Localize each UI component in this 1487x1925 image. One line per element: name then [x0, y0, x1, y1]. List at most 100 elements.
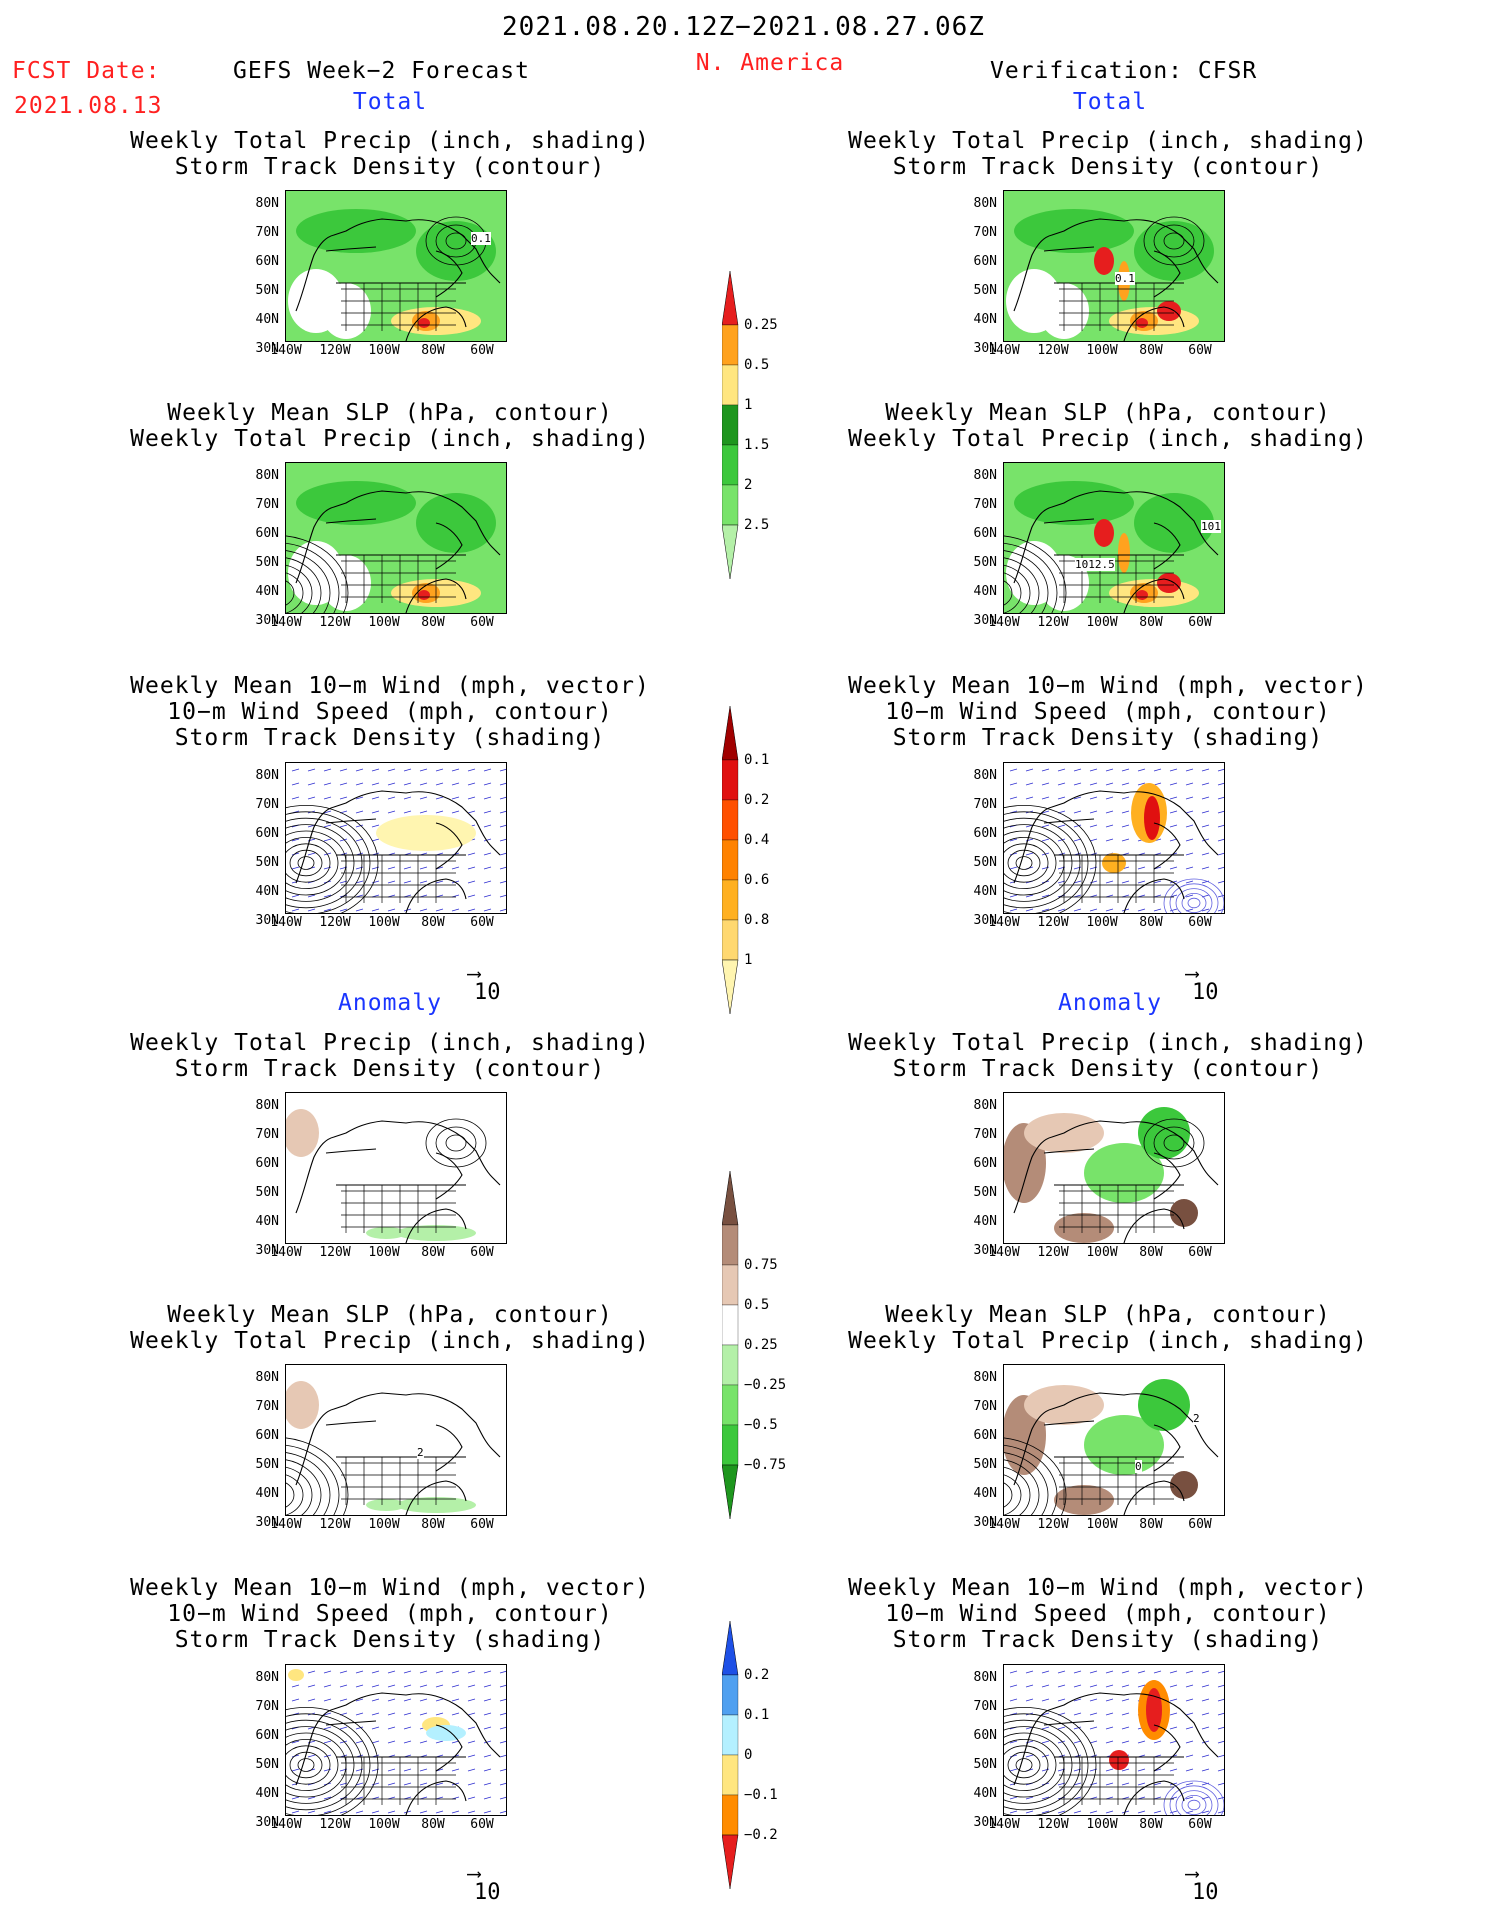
track-shading [1004, 1665, 1224, 1815]
lon-tick-label: 80W [1139, 1517, 1163, 1532]
lat-tick-label: 40N [255, 1786, 279, 1801]
lon-tick-label: 60W [470, 615, 494, 630]
lat-tick-label: 50N [255, 555, 279, 570]
map-panel [285, 762, 507, 914]
lat-tick-label: 70N [255, 1699, 279, 1714]
dry-anomaly [1054, 1485, 1114, 1515]
colorbar-segment [722, 959, 739, 1015]
colorbar-segment [722, 839, 739, 881]
state-borders [1054, 1184, 1184, 1233]
lat-tick-label: 40N [255, 1486, 279, 1501]
colorbar-segment [722, 324, 739, 366]
colorbar-label: −0.2 [744, 1827, 778, 1843]
lon-tick-label: 120W [319, 343, 351, 358]
lat-tick-label: 30N [973, 613, 997, 628]
colorbar-label: 1 [744, 397, 753, 413]
lat-tick-label: 40N [973, 884, 997, 899]
state-borders [1054, 854, 1184, 903]
track-anomaly [1109, 1750, 1129, 1770]
contour-label: 1012.5 [1075, 558, 1115, 571]
colorbar-track-total [722, 705, 739, 1015]
lon-tick-label: 100W [368, 915, 400, 930]
dry-anomaly [1054, 1213, 1114, 1243]
state-borders [336, 1184, 466, 1233]
lon-tick-label: 120W [1037, 343, 1069, 358]
colorbar-segment [722, 1794, 739, 1836]
lat-tick-label: 30N [973, 1815, 997, 1830]
colorbar-segment [722, 705, 739, 761]
contour-lines [425, 1118, 487, 1168]
lon-tick-label: 80W [421, 915, 445, 930]
lat-tick-label: 70N [973, 1699, 997, 1714]
state-borders [336, 854, 466, 903]
lat-tick-label: 30N [255, 341, 279, 356]
coastline [295, 1120, 501, 1243]
lon-tick-label: 100W [1086, 343, 1118, 358]
coastline [1013, 218, 1219, 341]
map-panel [1003, 1092, 1225, 1244]
colorbar-label: 0.1 [744, 752, 770, 768]
contour-label: 2 [1193, 1412, 1200, 1425]
lat-tick-label: 50N [973, 1757, 997, 1772]
colorbar-label: 0.25 [744, 1337, 778, 1353]
precip-area [418, 590, 430, 600]
lat-tick-label: 80N [973, 1098, 997, 1113]
lat-tick-label: 40N [255, 584, 279, 599]
coastline [1013, 790, 1219, 913]
map-panel [1003, 462, 1225, 614]
colorbar-segment [722, 1424, 739, 1466]
coastline [1013, 490, 1219, 613]
coastline [1013, 1692, 1219, 1815]
lat-tick-label: 30N [255, 913, 279, 928]
precip-area [1134, 221, 1214, 281]
colorbar-segment [722, 444, 739, 486]
panel-title: Weekly Mean 10−m Wind (mph, vector) 10−m … [130, 1575, 650, 1653]
contour-lines [1163, 878, 1224, 913]
lon-tick-label: 80W [1139, 1245, 1163, 1260]
panel-title: Weekly Total Precip (inch, shading) Storm… [130, 1030, 650, 1082]
lon-tick-label: 140W [988, 1245, 1020, 1260]
colorbar-segment [722, 1620, 739, 1676]
lat-tick-label: 80N [255, 1670, 279, 1685]
lat-tick-label: 40N [255, 1214, 279, 1229]
contour-label: 0.1 [1115, 272, 1135, 285]
colorbar-segment [722, 1464, 739, 1520]
colorbar-label: 1.5 [744, 437, 770, 453]
track-anomaly [1146, 1688, 1162, 1732]
lat-tick-label: 60N [973, 254, 997, 269]
lat-tick-label: 70N [973, 1127, 997, 1142]
lon-tick-label: 100W [1086, 1517, 1118, 1532]
precip-area [1134, 493, 1214, 553]
colorbar-label: 2.5 [744, 517, 770, 533]
colorbar-segment [722, 919, 739, 961]
colorbar-precip-anom [722, 1170, 739, 1520]
colorbar-label: 0 [744, 1747, 753, 1763]
contour-lines [1004, 1707, 1097, 1815]
lon-tick-label: 100W [368, 1245, 400, 1260]
anomaly-shading [286, 1093, 506, 1243]
lon-tick-label: 100W [1086, 1817, 1118, 1832]
lat-tick-label: 70N [255, 225, 279, 240]
panel-title: Weekly Mean 10−m Wind (mph, vector) 10−m … [848, 673, 1368, 751]
contour-lines [1004, 805, 1097, 913]
lon-tick-label: 140W [988, 1817, 1020, 1832]
lat-tick-label: 60N [973, 1728, 997, 1743]
colorbar-label: −0.1 [744, 1787, 778, 1803]
track-density [376, 815, 476, 851]
lat-tick-label: 80N [255, 1098, 279, 1113]
contour-label: 0 [1135, 1460, 1142, 1473]
lat-tick-label: 50N [973, 555, 997, 570]
lon-tick-label: 80W [1139, 615, 1163, 630]
lat-tick-label: 80N [255, 196, 279, 211]
contour-lines [1004, 1437, 1067, 1515]
lon-tick-label: 80W [1139, 1817, 1163, 1832]
map-panel [285, 1664, 507, 1816]
colorbar-label: 0.5 [744, 1297, 770, 1313]
colorbar-segment [722, 1264, 739, 1306]
track-anomaly [288, 1669, 304, 1681]
colorbar-segment [722, 1384, 739, 1426]
colorbar-segment [722, 270, 739, 326]
lon-tick-label: 60W [1188, 1817, 1212, 1832]
colorbar-segment [722, 1754, 739, 1796]
track-anomaly [426, 1725, 466, 1741]
